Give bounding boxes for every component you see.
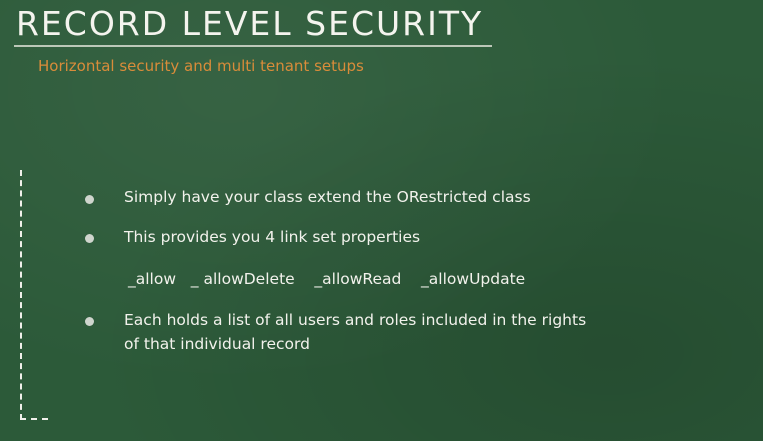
properties-line: _allow _ allowDelete _allowRead _allowUp… (128, 270, 526, 288)
bullet-dot-icon (85, 234, 94, 243)
bullet-text: Simply have your class extend the ORestr… (124, 188, 531, 206)
bullet-dot-icon (85, 195, 94, 204)
slide-subtitle: Horizontal security and multi tenant set… (38, 57, 364, 75)
bullet-text-continuation: of that individual record (124, 335, 310, 353)
slide-title: RECORD LEVEL SECURITY (16, 4, 484, 43)
dotted-bracket-vertical (20, 170, 22, 420)
bullet-text: Each holds a list of all users and roles… (124, 311, 587, 329)
bullet-dot-icon (85, 317, 94, 326)
title-underline (14, 45, 492, 47)
dotted-bracket-horizontal (20, 418, 48, 420)
bullet-text: This provides you 4 link set properties (124, 228, 421, 246)
